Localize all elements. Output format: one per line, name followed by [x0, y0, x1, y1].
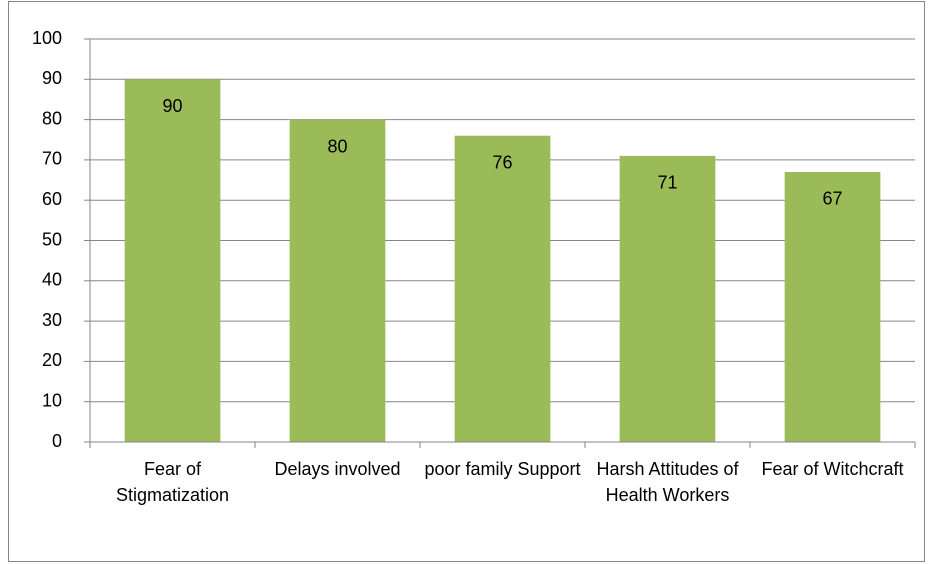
x-label-box: Delays involved: [274, 459, 401, 479]
y-tick-label: 100: [32, 28, 62, 48]
x-label-box: Fear of Stigmatization: [115, 459, 230, 505]
y-tick-label: 40: [42, 270, 62, 290]
x-tick-label: Harsh Attitudes of Health Workers: [596, 459, 739, 505]
x-tick-label: poor family Support: [424, 459, 581, 479]
bar: [289, 119, 386, 442]
y-tick-label: 50: [42, 229, 62, 249]
bar: [454, 135, 551, 442]
bar: [619, 155, 716, 442]
x-tick-label: Fear of Stigmatization: [115, 459, 230, 505]
y-tick-label: 20: [42, 350, 62, 370]
data-label: 71: [657, 173, 677, 193]
y-tick-label: 70: [42, 149, 62, 169]
y-tick-label: 0: [52, 431, 62, 451]
data-label: 67: [822, 189, 842, 209]
x-label-box: Fear of Witchcraft: [761, 459, 904, 479]
y-tick-label: 10: [42, 390, 62, 410]
x-label-box: poor family Support: [424, 459, 581, 479]
data-label: 76: [492, 152, 512, 172]
x-tick-label: Delays involved: [274, 459, 401, 479]
y-tick-label: 80: [42, 108, 62, 128]
y-tick-label: 30: [42, 310, 62, 330]
data-label: 80: [327, 136, 347, 156]
data-label: 90: [162, 96, 182, 116]
y-tick-label: 90: [42, 68, 62, 88]
x-label-box: Harsh Attitudes of Health Workers: [596, 459, 739, 505]
bar: [784, 171, 881, 443]
bar: [124, 79, 221, 443]
x-tick-label: Fear of Witchcraft: [761, 459, 904, 479]
y-tick-label: 60: [42, 189, 62, 209]
